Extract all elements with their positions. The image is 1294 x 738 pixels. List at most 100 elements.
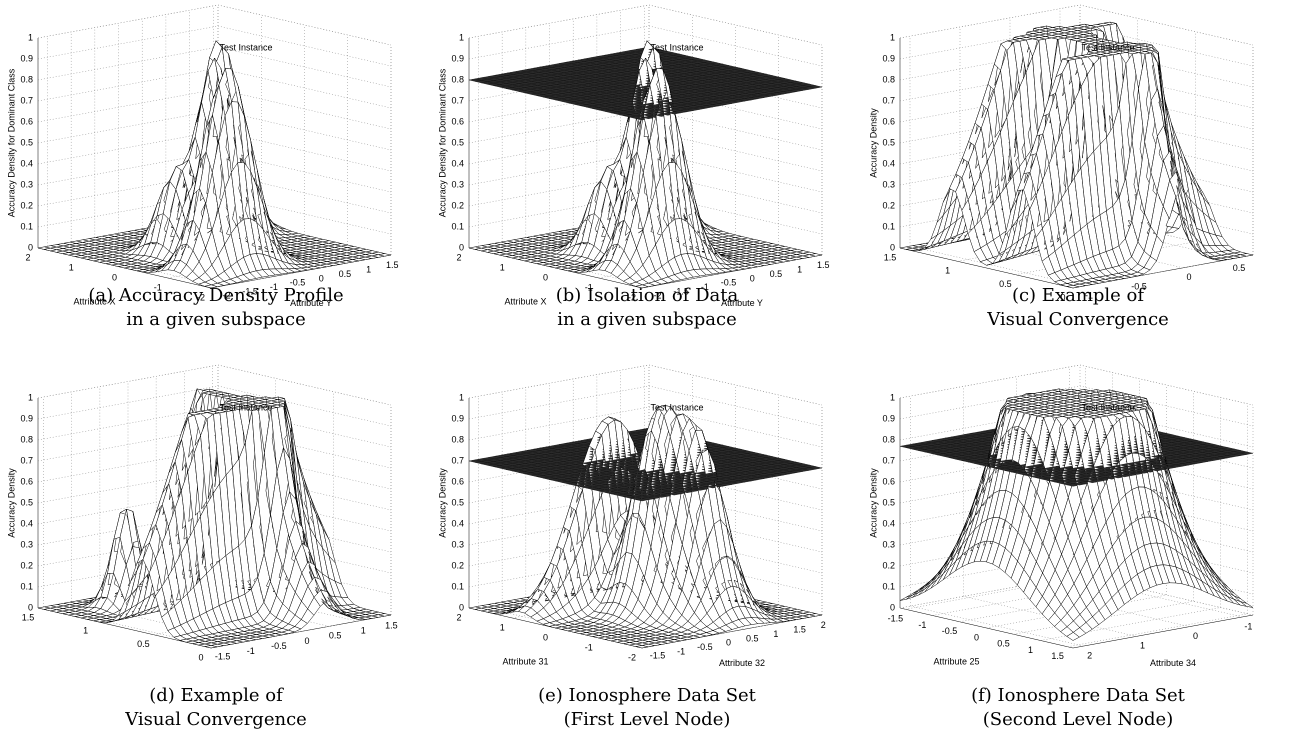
z-tick-label: 0.6 xyxy=(20,116,33,126)
z-tick-label: 0.3 xyxy=(20,539,33,549)
caption: Visual Convergence xyxy=(986,309,1169,330)
z-tick-label: 0.4 xyxy=(20,158,33,168)
grid-line xyxy=(38,47,218,80)
z-tick-label: 0.6 xyxy=(451,116,464,126)
z-tick-label: 0 xyxy=(459,602,464,612)
z-tick-label: 0.3 xyxy=(451,539,464,549)
annotation: Test Instance xyxy=(219,42,272,52)
grid-line xyxy=(469,365,649,398)
y-tick-label: 0.5 xyxy=(746,633,759,643)
caption: (a) Accuracy Density Profile xyxy=(88,285,343,306)
x-tick-label: 0.5 xyxy=(137,639,150,649)
caption: Visual Convergence xyxy=(124,709,307,730)
grid-line xyxy=(38,89,218,122)
y-tick-label: 1.5 xyxy=(817,260,830,270)
x-tick-label: 1.5 xyxy=(884,252,897,262)
z-tick-label: 0.9 xyxy=(882,53,895,63)
x-tick-label: 0 xyxy=(543,632,548,642)
x-tick-label: -1 xyxy=(585,642,593,652)
x-tick-label: 1 xyxy=(83,626,88,636)
y-tick-label: 0.5 xyxy=(329,631,342,641)
z-tick-label: 0.5 xyxy=(882,137,895,147)
z-tick-label: 0 xyxy=(28,242,33,252)
annotation: Test Instance xyxy=(650,42,703,52)
z-tick-label: 0.2 xyxy=(451,560,464,570)
z-tick-label: 0.7 xyxy=(20,95,33,105)
z-tick-label: 0.3 xyxy=(20,179,33,189)
z-tick-label: 0.4 xyxy=(451,518,464,528)
panel: 00.10.20.30.40.50.60.70.80.911.510.50-1-… xyxy=(868,5,1253,330)
annotation: Test Instance xyxy=(219,402,272,412)
z-axis-label: Accuracy Density for Dominant Class xyxy=(437,68,447,217)
z-tick-label: 0.5 xyxy=(451,137,464,147)
z-tick-label: 0.9 xyxy=(451,413,464,423)
y-tick-label: 0 xyxy=(304,636,309,646)
z-tick-label: 0 xyxy=(28,602,33,612)
z-tick-label: 0.2 xyxy=(20,200,33,210)
z-tick-label: 0.9 xyxy=(451,53,464,63)
z-tick-label: 0.1 xyxy=(882,221,895,231)
grid-line xyxy=(38,26,218,59)
z-tick-label: 0.5 xyxy=(451,497,464,507)
z-tick-label: 0.1 xyxy=(20,581,33,591)
z-tick-label: 0.3 xyxy=(882,179,895,189)
x-tick-label: 2 xyxy=(456,252,461,262)
z-tick-label: 0.6 xyxy=(451,476,464,486)
z-tick-label: 0.4 xyxy=(451,158,464,168)
z-tick-label: 0.8 xyxy=(451,74,464,84)
grid-line xyxy=(38,68,218,101)
z-tick-label: 0 xyxy=(890,242,895,252)
y-tick-label: 1 xyxy=(797,265,802,275)
x-tick-label: -2 xyxy=(628,652,636,662)
z-axis-label: Accuracy Density xyxy=(868,108,878,178)
y-tick-label: 1.5 xyxy=(386,260,399,270)
caption: (d) Example of xyxy=(149,685,284,706)
y-tick-label: 1.5 xyxy=(793,625,806,635)
z-tick-label: 0.2 xyxy=(882,200,895,210)
z-tick-label: 0.1 xyxy=(451,221,464,231)
z-tick-label: 0.7 xyxy=(451,455,464,465)
x-tick-label: 1 xyxy=(500,262,505,272)
x-tick-label: 0 xyxy=(198,652,203,662)
x-tick-label: 2 xyxy=(25,252,30,262)
x-tick-label: 0 xyxy=(112,272,117,282)
z-tick-label: 0.8 xyxy=(882,74,895,84)
z-tick-label: 0.4 xyxy=(882,158,895,168)
z-tick-label: 0.2 xyxy=(451,200,464,210)
y-tick-label: -1.5 xyxy=(215,651,231,661)
z-tick-label: 1 xyxy=(459,32,464,42)
annotation: Test Instance xyxy=(1081,42,1134,52)
z-tick-label: 0.6 xyxy=(20,476,33,486)
z-tick-label: 1 xyxy=(28,32,33,42)
z-tick-label: 1 xyxy=(28,392,33,402)
y-tick-label: 0 xyxy=(1186,272,1191,282)
z-axis-label: Accuracy Density xyxy=(6,468,16,538)
z-tick-label: 0.2 xyxy=(20,560,33,570)
y-tick-label: 1 xyxy=(773,629,778,639)
z-tick-label: 0.7 xyxy=(20,455,33,465)
figure: 00.10.20.30.40.50.60.70.80.91210-1-2-2-1… xyxy=(0,0,1294,738)
y-tick-label: 0 xyxy=(726,638,731,648)
y-tick-label: -1 xyxy=(677,646,685,656)
x-tick-label: 1 xyxy=(500,622,505,632)
y-tick-label: 0.5 xyxy=(339,269,352,279)
y-tick-label: 0.5 xyxy=(770,269,783,279)
z-axis-label: Accuracy Density for Dominant Class xyxy=(6,68,16,217)
z-tick-label: 0.8 xyxy=(451,434,464,444)
z-tick-label: 0.1 xyxy=(451,581,464,591)
y-tick-label: -1.5 xyxy=(650,651,666,661)
z-tick-label: 0 xyxy=(459,242,464,252)
z-tick-label: 0.5 xyxy=(20,137,33,147)
y-tick-label: 2 xyxy=(821,620,826,630)
y-tick-label: 1 xyxy=(361,626,366,636)
z-tick-label: 0.7 xyxy=(451,95,464,105)
panel: 00.10.20.30.40.50.60.70.80.91210-1-2-2-1… xyxy=(437,5,829,330)
x-tick-label: 2 xyxy=(456,612,461,622)
panel: 00.10.20.30.40.50.60.70.80.911.510.50-1.… xyxy=(6,365,397,730)
grid-line xyxy=(38,5,218,38)
x-axis-label: Attribute X xyxy=(504,296,546,306)
z-tick-label: 0.9 xyxy=(20,413,33,423)
y-tick-label: 1 xyxy=(366,265,371,275)
z-tick-label: 1 xyxy=(890,32,895,42)
z-tick-label: 1 xyxy=(459,392,464,402)
